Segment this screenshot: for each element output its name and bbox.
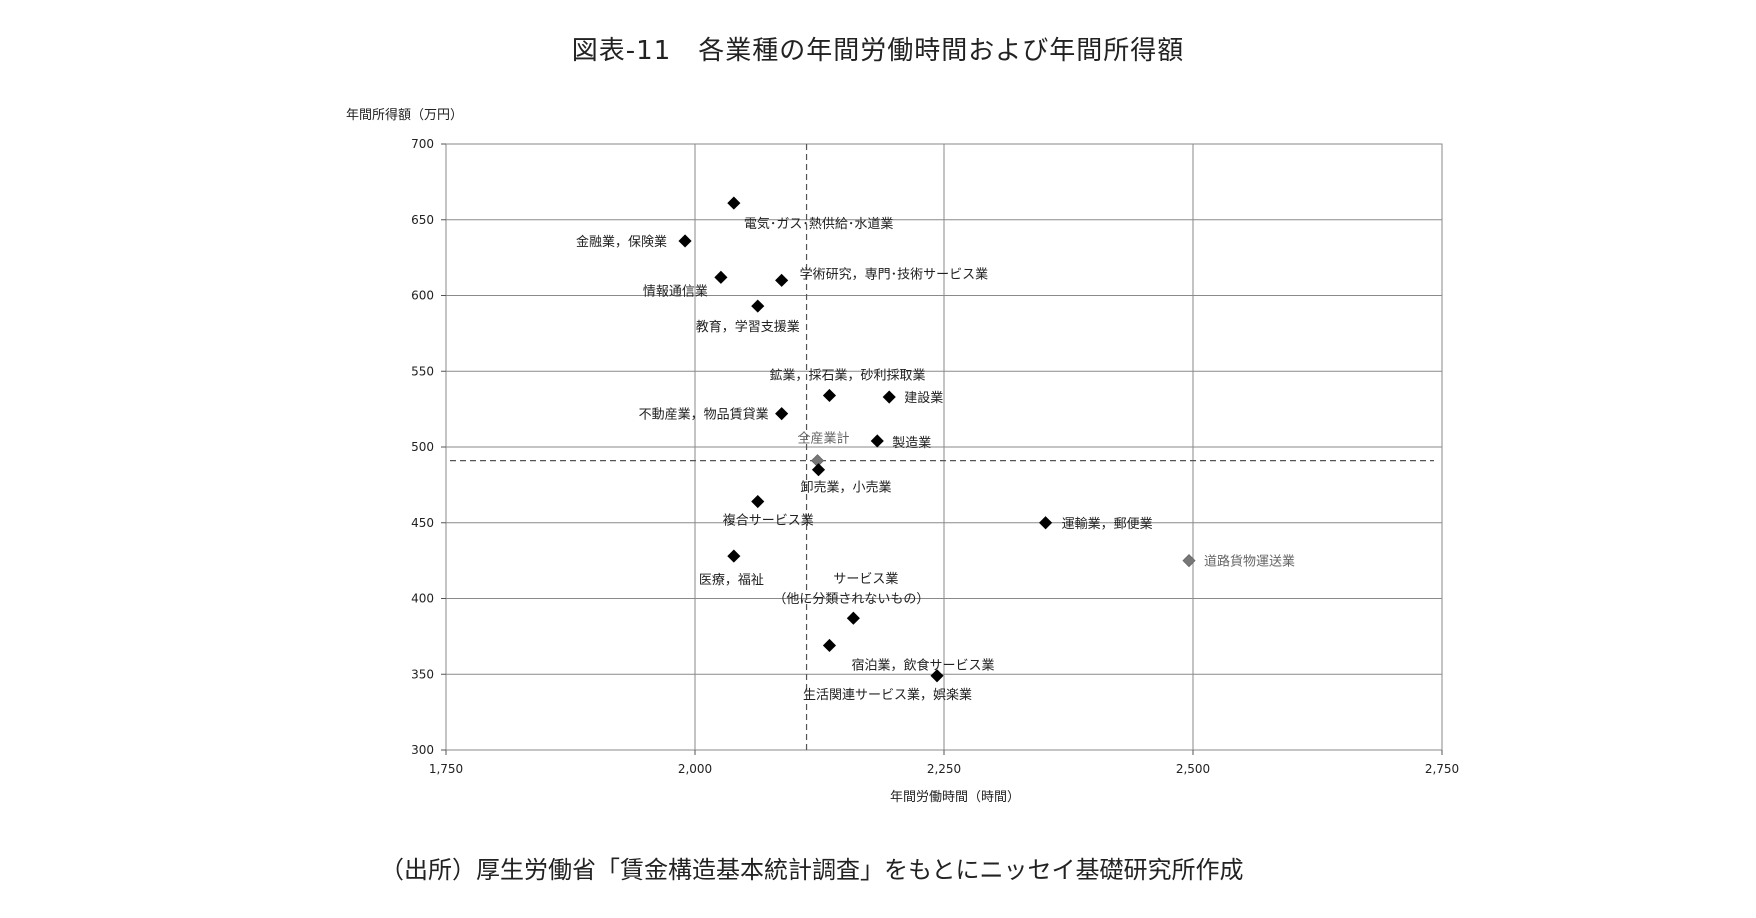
data-point-label: 建設業 bbox=[904, 390, 943, 406]
data-point-label: 不動産業，物品賃貸業 bbox=[639, 407, 769, 423]
data-point-label: 学術研究，専門･技術サービス業 bbox=[800, 266, 989, 282]
data-point-label: 医療，福祉 bbox=[699, 573, 764, 588]
data-point-label: 情報通信業 bbox=[643, 283, 708, 299]
data-point-label: 道路貨物運送業 bbox=[1204, 554, 1295, 570]
data-point-label: サービス業 bbox=[833, 571, 898, 587]
y-tick-label: 650 bbox=[411, 213, 434, 227]
data-point-marker bbox=[727, 196, 741, 210]
data-point-marker bbox=[822, 388, 837, 403]
x-tick-label: 2,000 bbox=[678, 762, 712, 776]
data-point-label: 生活関連サービス業，娯楽業 bbox=[803, 687, 972, 703]
data-point-marker bbox=[775, 407, 789, 421]
data-point-label: 電気･ガス･熱供給･水道業 bbox=[744, 216, 894, 232]
source-note: （出所）厚生労働省「賃金構造基本統計調査」をもとにニッセイ基礎研究所作成 bbox=[380, 856, 1244, 884]
data-point-label: 教育，学習支援業 bbox=[696, 319, 800, 335]
y-tick-label: 600 bbox=[411, 289, 434, 303]
x-tick-label: 2,500 bbox=[1176, 762, 1210, 776]
x-tick-label: 2,250 bbox=[927, 762, 961, 776]
x-tick-label: 1,750 bbox=[429, 762, 463, 776]
y-tick-label: 450 bbox=[411, 516, 434, 530]
y-tick-label: 350 bbox=[411, 667, 434, 681]
y-tick-label: 500 bbox=[411, 440, 434, 454]
y-axis-label: 年間所得額（万円） bbox=[346, 108, 464, 123]
data-point-marker bbox=[1182, 554, 1196, 568]
data-point-label: 複合サービス業 bbox=[723, 513, 814, 529]
data-point-marker bbox=[751, 494, 765, 509]
data-point-marker bbox=[1039, 516, 1053, 530]
data-point-marker bbox=[846, 611, 860, 625]
data-point-label: 宿泊業，飲食サービス業 bbox=[851, 657, 994, 673]
data-point-label: 卸売業，小売業 bbox=[801, 480, 892, 496]
data-point-label: 全産業計 bbox=[798, 431, 850, 447]
y-tick-label: 700 bbox=[411, 137, 434, 151]
data-point-marker bbox=[727, 549, 741, 563]
y-tick-label: 400 bbox=[411, 592, 434, 606]
data-point-marker bbox=[751, 299, 765, 313]
data-point-label-line2: （他に分類されないもの） bbox=[773, 592, 929, 607]
data-point-label: 製造業 bbox=[892, 435, 931, 451]
data-point-marker bbox=[775, 273, 789, 287]
data-point-marker bbox=[822, 638, 837, 653]
data-point-marker bbox=[714, 270, 728, 284]
data-point-label: 金融業，保険業 bbox=[576, 234, 667, 250]
y-tick-label: 300 bbox=[411, 743, 434, 757]
data-point-marker bbox=[811, 463, 826, 477]
x-axis-label: 年間労働時間（時間） bbox=[889, 790, 1020, 805]
chart-title: 図表-11 各業種の年間労働時間および年間所得額 bbox=[571, 36, 1185, 66]
x-tick-label: 2,750 bbox=[1425, 762, 1459, 776]
data-point-marker bbox=[870, 434, 884, 448]
data-point-marker bbox=[678, 234, 692, 248]
data-point-marker bbox=[930, 669, 944, 683]
y-tick-label: 550 bbox=[411, 364, 434, 378]
data-point-label: 運輸業，郵便業 bbox=[1062, 516, 1153, 532]
data-point-marker bbox=[882, 390, 896, 404]
data-point-label: 鉱業，採石業，砂利採取業 bbox=[769, 367, 925, 383]
